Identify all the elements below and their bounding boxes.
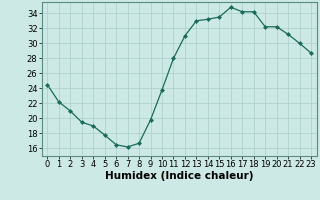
X-axis label: Humidex (Indice chaleur): Humidex (Indice chaleur)	[105, 171, 253, 181]
